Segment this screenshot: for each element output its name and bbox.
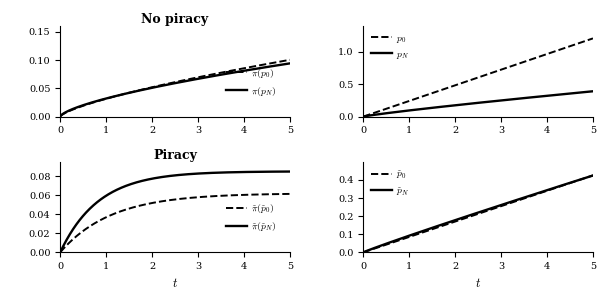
$p_0$	[589, 37, 597, 40]
$\pi(p_0)$	[167, 81, 175, 85]
$\pi(p_N)$	[166, 83, 173, 86]
$p_N$	[470, 102, 477, 105]
$\pi(p_0)$	[245, 66, 252, 69]
$p_0$	[360, 115, 367, 118]
$\tilde{\pi}(\tilde{p}_0)$	[286, 192, 293, 196]
$\tilde{p}_N$	[470, 212, 477, 216]
$p_0$	[469, 78, 476, 81]
Line: $p_0$: $p_0$	[364, 38, 593, 117]
$\tilde{\pi}(\tilde{p}_N)$	[286, 170, 293, 173]
$p_N$	[484, 100, 491, 104]
Legend: $\tilde{\pi}(\tilde{p}_0)$, $\tilde{\pi}(\tilde{p}_N)$: $\tilde{\pi}(\tilde{p}_0)$, $\tilde{\pi}…	[222, 199, 281, 237]
$p_N$	[497, 99, 504, 102]
$\tilde{\pi}(\tilde{p}_N)$	[167, 174, 175, 177]
$\pi(p_N)$	[181, 79, 188, 83]
Title: Piracy: Piracy	[153, 149, 197, 162]
$\pi(p_0)$	[281, 59, 288, 63]
$p_N$	[360, 115, 367, 118]
$\pi(p_0)$	[286, 58, 293, 61]
Line: $\tilde{p}_0$: $\tilde{p}_0$	[364, 175, 593, 252]
$\tilde{\pi}(\tilde{p}_0)$	[281, 192, 288, 196]
$\tilde{p}_0$	[484, 209, 491, 212]
$p_0$	[470, 77, 477, 81]
$\tilde{p}_0$	[360, 251, 367, 254]
$\pi(p_N)$	[286, 62, 293, 65]
$\tilde{\pi}(\tilde{p}_N)$	[166, 174, 173, 178]
$\tilde{p}_0$	[469, 214, 476, 218]
$\pi(p_N)$	[193, 77, 200, 81]
$\tilde{\pi}(\tilde{p}_0)$	[181, 197, 188, 200]
Line: $\tilde{\pi}(\tilde{p}_N)$: $\tilde{\pi}(\tilde{p}_N)$	[60, 172, 290, 252]
$\tilde{p}_0$	[584, 175, 591, 179]
$p_N$	[589, 90, 597, 93]
$\tilde{p}_N$	[584, 175, 591, 179]
Line: $\tilde{p}_N$: $\tilde{p}_N$	[364, 175, 593, 252]
$p_N$	[469, 102, 476, 105]
$\tilde{p}_N$	[589, 174, 597, 177]
$\tilde{\pi}(\tilde{p}_0)$	[57, 251, 64, 254]
$\tilde{\pi}(\tilde{p}_0)$	[245, 193, 252, 196]
$\tilde{p}_N$	[360, 251, 367, 254]
$p_0$	[497, 68, 504, 72]
$p_N$	[584, 90, 591, 94]
$\pi(p_0)$	[181, 78, 188, 82]
$\tilde{\pi}(\tilde{p}_N)$	[245, 170, 252, 174]
$p_N$	[548, 94, 555, 97]
$\tilde{\pi}(\tilde{p}_N)$	[57, 251, 64, 254]
$p_0$	[484, 72, 491, 76]
$\pi(p_N)$	[57, 115, 64, 118]
$\tilde{\pi}(\tilde{p}_N)$	[281, 170, 288, 173]
$\tilde{p}_0$	[589, 174, 597, 177]
$\tilde{p}_N$	[497, 204, 504, 207]
$p_0$	[548, 51, 555, 54]
Legend: $\pi(p_0)$, $\pi(p_N)$: $\pi(p_0)$, $\pi(p_N)$	[222, 63, 281, 102]
Line: $p_N$: $p_N$	[364, 91, 593, 117]
$\tilde{p}_0$	[470, 213, 477, 217]
X-axis label: $t$: $t$	[475, 277, 481, 290]
$\pi(p_0)$	[166, 81, 173, 85]
$\pi(p_0)$	[193, 76, 200, 79]
$\tilde{\pi}(\tilde{p}_N)$	[181, 173, 188, 176]
$\tilde{\pi}(\tilde{p}_0)$	[166, 198, 173, 202]
$\tilde{p}_N$	[469, 213, 476, 216]
$\tilde{p}_N$	[548, 187, 555, 191]
$\tilde{p}_N$	[484, 208, 491, 211]
Line: $\pi(p_N)$: $\pi(p_N)$	[60, 64, 290, 116]
$\tilde{p}_0$	[497, 205, 504, 208]
Line: $\tilde{\pi}(\tilde{p}_0)$: $\tilde{\pi}(\tilde{p}_0)$	[60, 194, 290, 252]
$\tilde{p}_0$	[548, 188, 555, 191]
$\tilde{\pi}(\tilde{p}_0)$	[193, 195, 200, 199]
$\pi(p_N)$	[245, 68, 252, 72]
$p_0$	[584, 39, 591, 42]
X-axis label: $t$: $t$	[172, 277, 178, 290]
$\tilde{\pi}(\tilde{p}_N)$	[193, 172, 200, 175]
Legend: $\tilde{p}_0$, $\tilde{p}_N$: $\tilde{p}_0$, $\tilde{p}_N$	[368, 167, 413, 201]
$\pi(p_N)$	[167, 82, 175, 86]
Legend: $p_0$, $p_N$: $p_0$, $p_N$	[368, 31, 412, 64]
$\pi(p_N)$	[281, 63, 288, 66]
Line: $\pi(p_0)$: $\pi(p_0)$	[60, 60, 290, 117]
Title: No piracy: No piracy	[141, 13, 208, 26]
$\pi(p_0)$	[57, 115, 64, 118]
$\tilde{\pi}(\tilde{p}_0)$	[167, 198, 175, 202]
